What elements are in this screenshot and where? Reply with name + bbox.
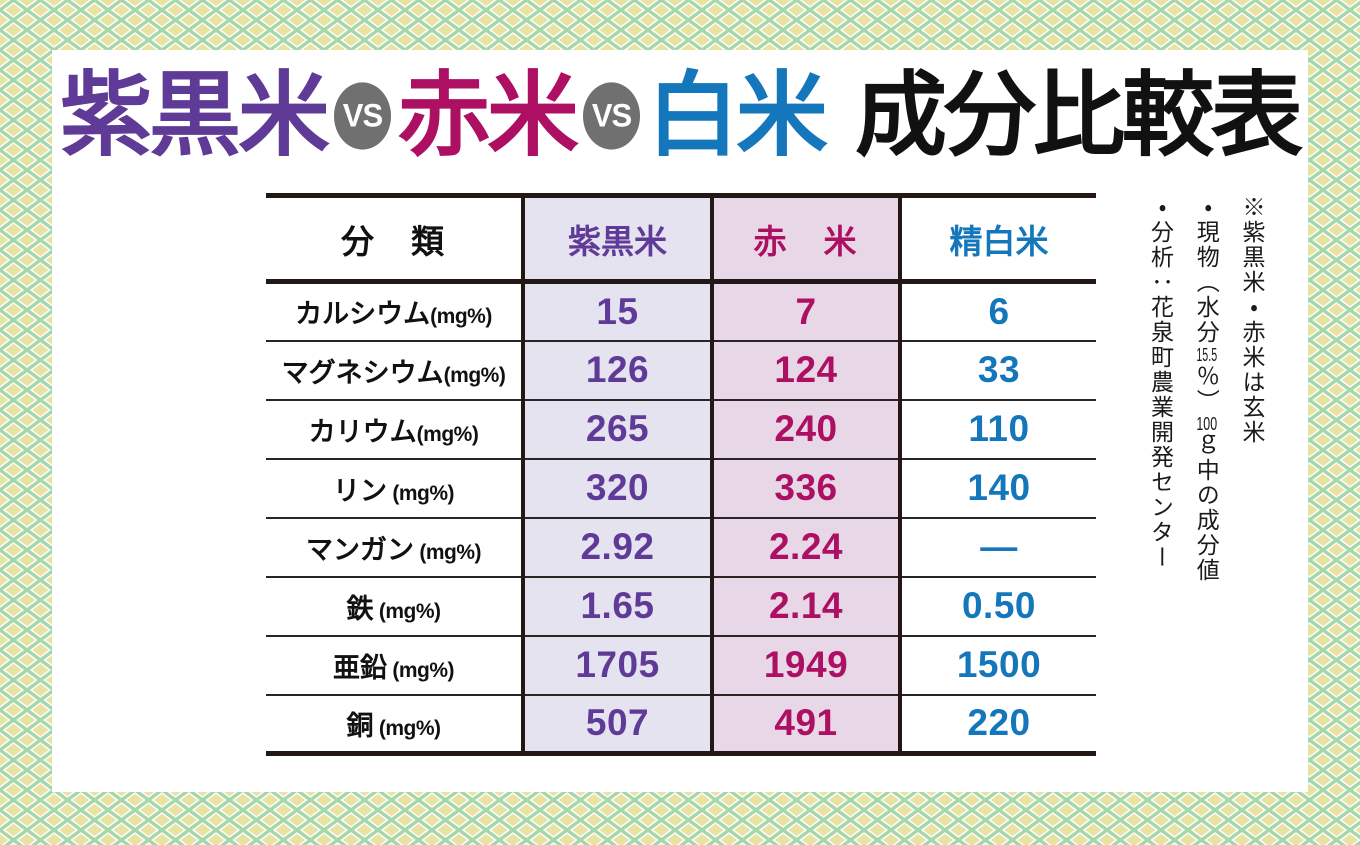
value-shikoku: 265 xyxy=(521,399,714,460)
table-row-phosphorus: リン (mg%) 320 336 140 xyxy=(266,458,1096,519)
title-shikoku-rice: 紫黒米 xyxy=(59,65,330,167)
value-polished: 220 xyxy=(900,694,1096,756)
value-polished: 1500 xyxy=(900,635,1096,696)
note-composition-basis: ・現物（水分15.5％）100ｇ中の成分値 xyxy=(1193,195,1220,583)
vertical-footnotes: ※紫黒米・赤米は玄米 ・現物（水分15.5％）100ｇ中の成分値 ・分析：花泉町… xyxy=(1146,195,1266,665)
value-red: 2.14 xyxy=(712,576,902,637)
value-polished: 0.50 xyxy=(900,576,1096,637)
table-row-zinc: 亜鉛 (mg%) 1705 1949 1500 xyxy=(266,635,1096,696)
vs-badge-1: VS xyxy=(333,82,391,150)
value-shikoku: 15 xyxy=(521,281,714,342)
col-header-polished-rice: 精白米 xyxy=(900,193,1096,284)
value-red: 124 xyxy=(712,340,902,401)
value-polished: 140 xyxy=(900,458,1096,519)
value-red: 2.24 xyxy=(712,517,902,578)
title-suffix: 成分比較表 xyxy=(855,65,1303,167)
table-row-magnesium: マグネシウム(mg%) 126 124 33 xyxy=(266,340,1096,401)
col-header-category: 分 類 xyxy=(266,193,523,284)
value-polished: — xyxy=(900,517,1096,578)
row-label: リン (mg%) xyxy=(266,458,523,519)
value-shikoku: 1.65 xyxy=(521,576,714,637)
table-row-manganese: マンガン (mg%) 2.92 2.24 — xyxy=(266,517,1096,578)
value-polished: 6 xyxy=(900,281,1096,342)
row-label: カルシウム(mg%) xyxy=(266,281,523,342)
comparison-table-wrap: 分 類 紫黒米 赤 米 精白米 カルシウム(mg%) 15 7 6 マグネシウム… xyxy=(266,193,1096,756)
value-shikoku: 2.92 xyxy=(521,517,714,578)
table-row-calcium: カルシウム(mg%) 15 7 6 xyxy=(266,281,1096,342)
vs-badge-2: VS xyxy=(583,82,640,150)
row-label: 亜鉛 (mg%) xyxy=(266,635,523,696)
col-header-red-rice: 赤 米 xyxy=(712,193,902,284)
table-row-iron: 鉄 (mg%) 1.65 2.14 0.50 xyxy=(266,576,1096,637)
content-card: 紫黒米 VS 赤米 VS 白米 成分比較表 分 類 紫黒米 赤 米 精白米 カル… xyxy=(52,50,1308,792)
value-red: 491 xyxy=(712,694,902,756)
value-polished: 33 xyxy=(900,340,1096,401)
value-polished: 110 xyxy=(900,399,1096,460)
table-row-copper: 銅 (mg%) 507 491 220 xyxy=(266,694,1096,756)
title-red-rice: 赤米 xyxy=(397,65,579,167)
table-row-potassium: カリウム(mg%) 265 240 110 xyxy=(266,399,1096,460)
value-shikoku: 126 xyxy=(521,340,714,401)
row-label: マンガン (mg%) xyxy=(266,517,523,578)
row-label: カリウム(mg%) xyxy=(266,399,523,460)
value-shikoku: 320 xyxy=(521,458,714,519)
note-brown-rice: ※紫黒米・赤米は玄米 xyxy=(1239,195,1265,445)
value-shikoku: 1705 xyxy=(521,635,714,696)
title-white-rice: 白米 xyxy=(647,65,828,167)
value-red: 336 xyxy=(712,458,902,519)
row-label: マグネシウム(mg%) xyxy=(266,340,523,401)
note-analysis-source: ・分析：花泉町農業開発センター xyxy=(1147,195,1174,570)
comparison-table: 分 類 紫黒米 赤 米 精白米 カルシウム(mg%) 15 7 6 マグネシウム… xyxy=(266,193,1096,756)
value-red: 240 xyxy=(712,399,902,460)
header-row: 分 類 紫黒米 赤 米 精白米 xyxy=(266,193,1096,284)
value-red: 1949 xyxy=(712,635,902,696)
row-label: 鉄 (mg%) xyxy=(266,576,523,637)
col-header-shikoku-rice: 紫黒米 xyxy=(521,193,714,284)
page-title: 紫黒米 VS 赤米 VS 白米 成分比較表 xyxy=(52,64,1308,168)
value-shikoku: 507 xyxy=(521,694,714,756)
row-label: 銅 (mg%) xyxy=(266,694,523,756)
value-red: 7 xyxy=(712,281,902,342)
